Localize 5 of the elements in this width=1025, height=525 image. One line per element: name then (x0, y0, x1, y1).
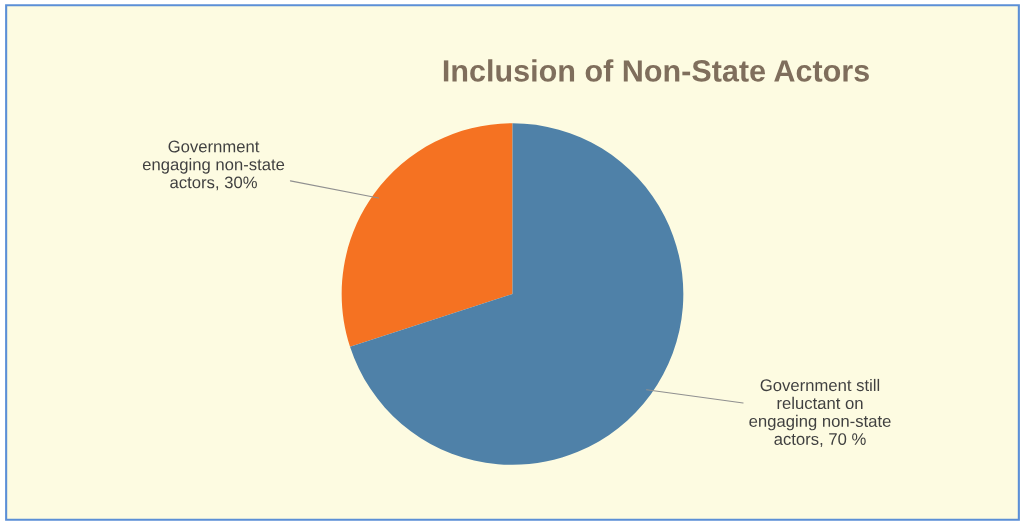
pie-slice (341, 123, 513, 347)
chart-title: Inclusion of Non-State Actors (443, 59, 869, 82)
slice-label: Government still reluctant on engaging non-state actors, 70 % (749, 378, 891, 447)
pie-slice (350, 123, 684, 465)
slice-label: Government engaging non-state actors, 30% (142, 140, 285, 191)
